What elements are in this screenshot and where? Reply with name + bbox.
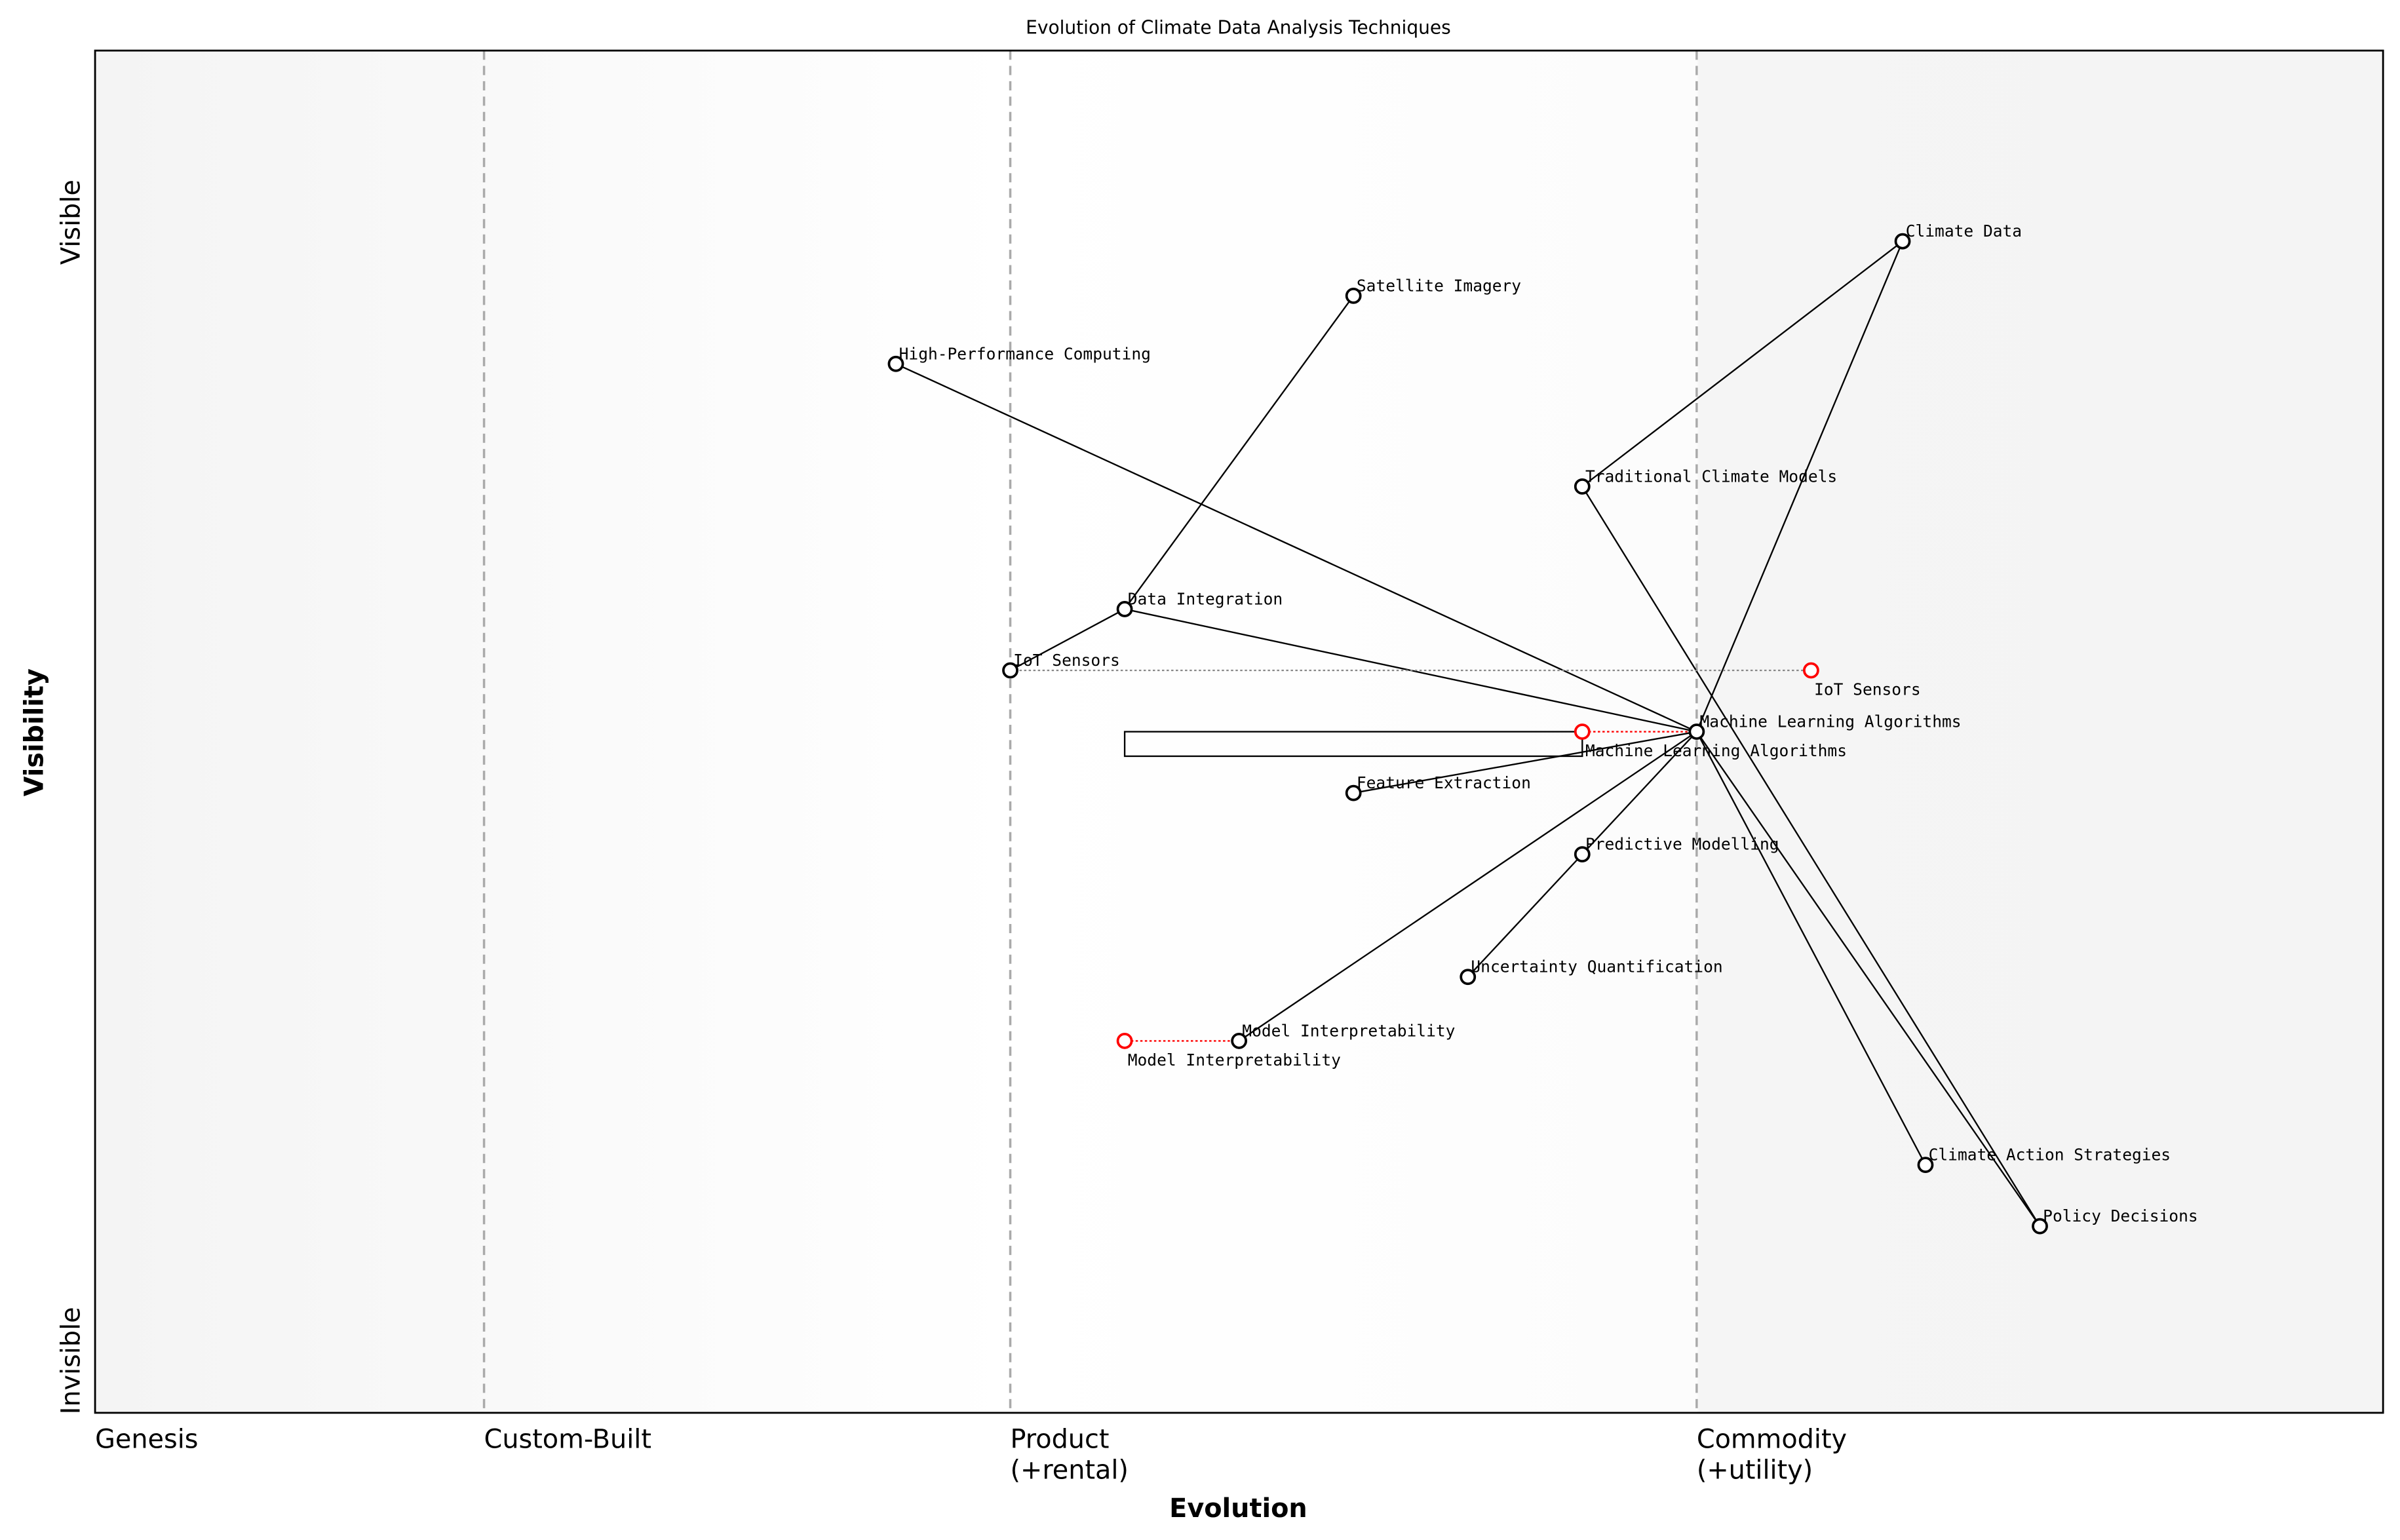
stage-labels: Genesis Custom-Built Product (+rental) Commo… [95,1425,1847,1486]
component-label: Climate Data [1906,221,2022,241]
component-marker [1574,478,1591,495]
evolved-component-label: Machine Learning Algorithms [1585,741,1847,760]
component-marker [1688,723,1705,740]
plot-frame [94,49,2384,1414]
component-marker [887,355,904,372]
link-line [1353,731,1697,794]
stage-label-line: Commodity [1697,1425,1847,1455]
link-line [1695,241,1904,732]
link-line [1009,608,1125,672]
link-line [1695,731,1926,1166]
component-label: Feature Extraction [1357,773,1531,792]
stage-label: Custom-Built [484,1425,651,1455]
component-marker [1917,1157,1934,1173]
evolved-component-marker [1574,723,1591,740]
component-marker [2032,1218,2048,1235]
component-label: Data Integration [1128,589,1283,608]
link-line [1124,295,1355,610]
component-label: IoT Sensors [1013,651,1120,670]
component-label: Machine Learning Algorithms [1700,712,1962,731]
link-line [1581,486,2041,1227]
component-marker [1002,662,1018,679]
component-marker [1894,233,1911,250]
component-marker [1231,1033,1248,1049]
y-axis-label: Visibility [20,668,50,796]
stage-label-line: Product [1011,1425,1110,1455]
stage-label: Genesis [95,1425,198,1455]
link-line [1695,731,2041,1227]
component-label: Predictive Modelling [1585,835,1779,854]
stage-label: Commodity (+utility) [1697,1425,1847,1486]
component-label: Uncertainty Quantification [1471,957,1722,976]
component-label: Policy Decisions [2043,1206,2197,1225]
component-marker [1460,969,1477,986]
chart-title: Evolution of Climate Data Analysis Techn… [1026,16,1451,38]
link-line [1581,241,1903,488]
component-label: Climate Action Strategies [1929,1145,2171,1165]
pipeline-box [1123,731,1583,758]
x-axis-label: Evolution [1169,1493,1307,1524]
evolved-component-marker [1803,662,1819,679]
y-tick-visible: Visible [56,180,87,265]
component-label: Traditional Climate Models [1585,467,1837,486]
component-marker [1345,287,1362,304]
evolved-component-marker [1116,1033,1133,1049]
stage-label-line: Genesis [95,1425,198,1455]
component-label: Satellite Imagery [1357,276,1521,295]
stage-label-line: Custom-Built [484,1425,651,1455]
component-label: Model Interpretability [1242,1021,1455,1040]
y-tick-invisible: Invisible [56,1307,87,1414]
links [895,241,2041,1227]
link-line [1581,731,1697,855]
stage-label-line: (+utility) [1697,1455,1813,1485]
component-label: High-Performance Computing [899,344,1151,363]
evolved-component-label: Model Interpretability [1128,1050,1341,1069]
component-marker [1574,846,1591,863]
link-line [1238,731,1697,1042]
nodes: Climate Data Satellite Imagery High-Perfor… [887,221,2198,1235]
stage-label: Product (+rental) [1011,1425,1129,1486]
evolved-component-label: IoT Sensors [1814,680,1921,699]
component-marker [1345,784,1362,801]
component-marker [1116,601,1133,617]
link-line [1467,853,1583,978]
stage-label-line: (+rental) [1011,1455,1129,1485]
